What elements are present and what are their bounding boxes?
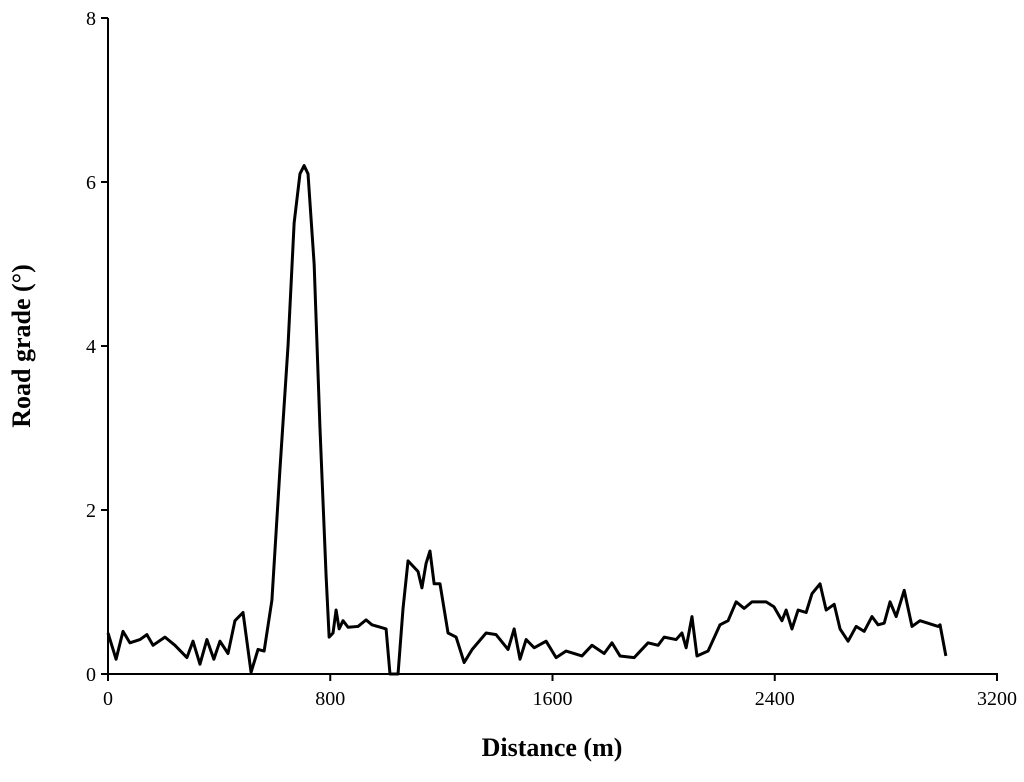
y-tick-label: 0	[86, 664, 96, 686]
x-axis-title: Distance (m)	[482, 733, 623, 762]
x-tick-label: 3200	[977, 688, 1017, 710]
x-tick-label: 0	[103, 688, 113, 710]
line	[106, 164, 948, 676]
y-tick-label: 6	[86, 172, 96, 194]
y-tick-label: 2	[86, 500, 96, 522]
x-tick-label: 2400	[755, 688, 795, 710]
y-tick-label: 4	[86, 336, 96, 358]
y-tick-label: 8	[86, 8, 96, 30]
x-tick-label: 800	[315, 688, 345, 710]
y-axis-title: Road grade (°)	[7, 264, 36, 428]
x-tick-label: 1600	[533, 688, 573, 710]
